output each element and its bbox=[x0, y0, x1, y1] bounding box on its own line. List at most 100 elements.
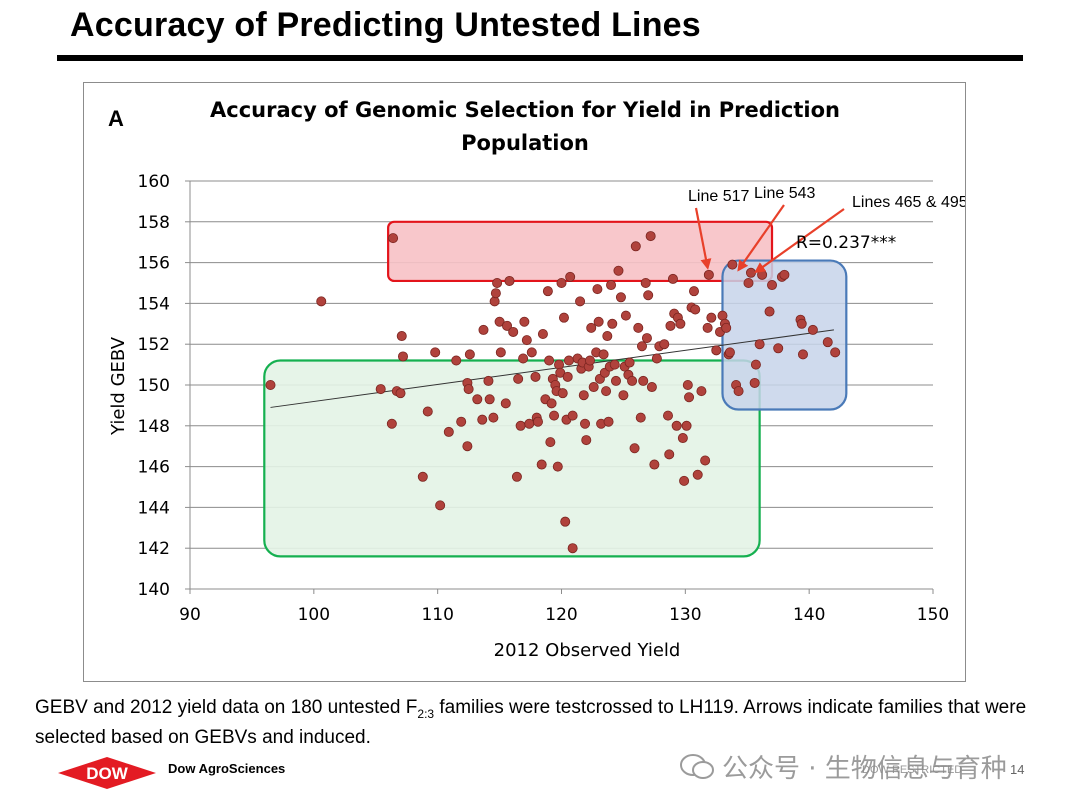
data-point bbox=[502, 320, 513, 331]
data-point bbox=[662, 410, 673, 421]
data-point bbox=[586, 322, 597, 333]
data-point bbox=[607, 318, 618, 329]
data-point bbox=[689, 286, 700, 297]
chart-frame: A Accuracy of Genomic Selection for Yiel… bbox=[83, 82, 966, 682]
region-green bbox=[263, 359, 761, 558]
data-point bbox=[679, 475, 690, 486]
data-point bbox=[671, 420, 682, 431]
data-point bbox=[690, 304, 701, 315]
data-point bbox=[575, 296, 586, 307]
data-point bbox=[638, 375, 649, 386]
page-number: 14 bbox=[1010, 762, 1025, 777]
data-point bbox=[681, 420, 692, 431]
data-point bbox=[606, 280, 617, 291]
data-point bbox=[757, 269, 768, 280]
y-tick-label: 150 bbox=[138, 376, 170, 396]
y-tick-label: 160 bbox=[138, 172, 170, 192]
data-point bbox=[463, 384, 474, 395]
data-point bbox=[488, 412, 499, 423]
data-point bbox=[682, 379, 693, 390]
scatter-chart: A Accuracy of Genomic Selection for Yiel… bbox=[108, 98, 965, 661]
axes: 140 142 144 146 148 150 152 154 156 158 160 90 100 11… bbox=[138, 172, 950, 625]
data-point bbox=[430, 347, 441, 358]
data-point bbox=[706, 312, 717, 323]
dow-logo: DOW bbox=[58, 757, 156, 789]
x-tick-label: 90 bbox=[179, 605, 201, 625]
data-point bbox=[542, 286, 553, 297]
data-point bbox=[556, 277, 567, 288]
data-point bbox=[711, 345, 722, 356]
data-point bbox=[588, 382, 599, 393]
data-point bbox=[764, 306, 775, 317]
data-point bbox=[464, 349, 475, 360]
data-point bbox=[519, 316, 530, 327]
data-point bbox=[754, 339, 765, 350]
data-point bbox=[490, 288, 501, 299]
data-point bbox=[472, 394, 483, 405]
data-point bbox=[598, 349, 609, 360]
data-point bbox=[580, 418, 591, 429]
y-tick-label: 156 bbox=[138, 254, 170, 274]
wechat-icon bbox=[680, 753, 714, 779]
title-divider bbox=[57, 55, 1023, 61]
panel-label: A bbox=[108, 106, 124, 131]
data-point bbox=[397, 351, 408, 362]
y-tick-label: 152 bbox=[138, 335, 170, 355]
data-point bbox=[749, 377, 760, 388]
y-tick-label: 148 bbox=[138, 417, 170, 437]
footer-note: DOW RESTRICTED bbox=[862, 764, 963, 776]
data-point bbox=[700, 455, 711, 466]
data-point bbox=[443, 426, 454, 437]
data-point bbox=[603, 416, 614, 427]
data-point bbox=[629, 443, 640, 454]
data-point bbox=[822, 337, 833, 348]
data-point bbox=[664, 449, 675, 460]
watermark-text: 公众号 · 生物信息与育种 bbox=[722, 754, 1007, 784]
x-tick-label: 140 bbox=[793, 605, 825, 625]
data-point bbox=[807, 324, 818, 335]
data-point bbox=[567, 410, 578, 421]
data-point bbox=[767, 280, 778, 291]
data-point bbox=[530, 371, 541, 382]
data-point bbox=[386, 418, 397, 429]
data-point bbox=[462, 441, 473, 452]
data-point bbox=[554, 359, 565, 370]
data-point bbox=[545, 437, 556, 448]
data-point bbox=[396, 331, 407, 342]
data-point bbox=[727, 259, 738, 270]
data-point bbox=[593, 316, 604, 327]
data-point bbox=[702, 322, 713, 333]
data-point bbox=[451, 355, 462, 366]
y-tick-label: 146 bbox=[138, 458, 170, 478]
data-point bbox=[696, 386, 707, 397]
data-point bbox=[477, 414, 488, 425]
data-point bbox=[552, 461, 563, 472]
trendline bbox=[270, 329, 835, 408]
data-point bbox=[640, 277, 651, 288]
data-point bbox=[395, 388, 406, 399]
data-point bbox=[532, 416, 543, 427]
data-point bbox=[578, 390, 589, 401]
brand-name: Dow AgroSciences bbox=[168, 761, 286, 776]
x-tick-label: 100 bbox=[298, 605, 330, 625]
data-point bbox=[649, 459, 660, 470]
data-point bbox=[750, 359, 761, 370]
caption-text-1: GEBV and 2012 yield data on 180 untested… bbox=[35, 697, 418, 718]
annotation-arrow bbox=[694, 207, 712, 270]
y-tick-label: 142 bbox=[138, 539, 170, 559]
data-point bbox=[651, 353, 662, 364]
data-point bbox=[456, 416, 467, 427]
data-point bbox=[526, 347, 537, 358]
data-point bbox=[563, 355, 574, 366]
data-point bbox=[567, 543, 578, 554]
annotation-label: Lines 465 & 495 bbox=[852, 194, 965, 211]
annotation-arrow bbox=[754, 208, 845, 274]
data-point bbox=[620, 310, 631, 321]
x-tick-label: 150 bbox=[917, 605, 949, 625]
data-point bbox=[703, 269, 714, 280]
annotations: Line 517 Line 543 Lines 465 & 495 bbox=[688, 185, 965, 274]
data-point bbox=[495, 347, 506, 358]
data-point bbox=[546, 398, 557, 409]
data-point bbox=[609, 359, 620, 370]
x-tick-label: 110 bbox=[421, 605, 453, 625]
